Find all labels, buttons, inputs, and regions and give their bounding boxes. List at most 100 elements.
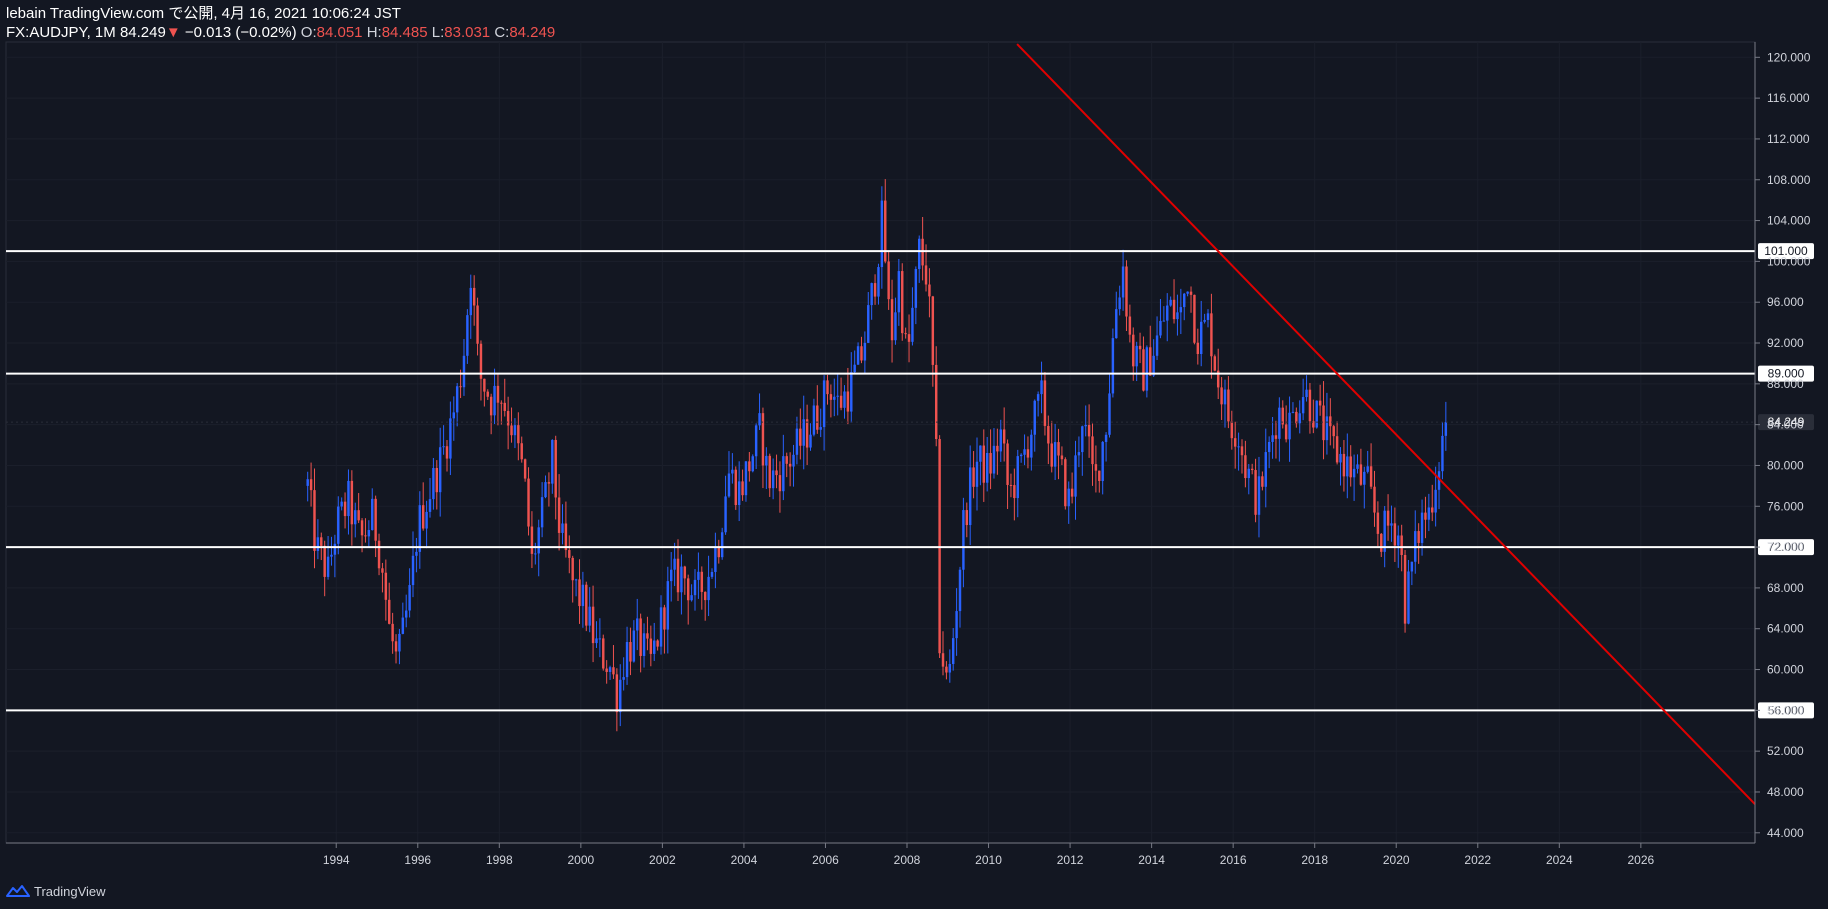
candle-body xyxy=(768,455,771,489)
candle-body xyxy=(337,506,340,544)
candle-body xyxy=(714,546,717,572)
candle-body xyxy=(1407,571,1410,624)
candle-body xyxy=(493,385,496,416)
x-tick-label: 2026 xyxy=(1627,853,1654,867)
y-tick-label: 60.000 xyxy=(1767,663,1804,677)
candle-body xyxy=(1189,291,1193,295)
candle-body xyxy=(941,653,945,667)
candle-body xyxy=(476,305,479,344)
descending-trendline[interactable] xyxy=(1016,43,1756,805)
candle-body xyxy=(887,261,890,300)
candle-body xyxy=(1431,507,1434,513)
candle-body xyxy=(1179,307,1183,313)
x-tick-label: 1998 xyxy=(486,853,513,867)
change-value: −0.013 (−0.02%) xyxy=(184,24,297,41)
candle-body xyxy=(523,459,527,479)
candle-body xyxy=(1145,347,1149,391)
x-tick-label: 2020 xyxy=(1383,853,1410,867)
candle-body xyxy=(445,446,449,459)
candle-body xyxy=(1176,312,1179,320)
candle-body xyxy=(1424,512,1427,520)
level-label: 89.000 xyxy=(1768,367,1805,381)
candle-body xyxy=(1091,436,1094,465)
y-tick-label: 108.000 xyxy=(1767,173,1811,187)
candle-body xyxy=(822,380,826,428)
y-tick-label: 68.000 xyxy=(1767,581,1804,595)
candle-body xyxy=(880,200,884,268)
candle-body xyxy=(1104,434,1108,442)
y-tick-label: 72.000 xyxy=(1767,540,1804,554)
y-tick-label: 48.000 xyxy=(1767,785,1804,799)
candle-body xyxy=(432,467,435,500)
y-tick-label: 88.000 xyxy=(1767,377,1804,391)
candle-body xyxy=(870,283,873,306)
candle-body xyxy=(394,641,398,652)
candle-body xyxy=(411,555,415,586)
candle-body xyxy=(1183,293,1186,308)
trendline-layer[interactable] xyxy=(1016,43,1756,805)
candle-body xyxy=(588,606,591,626)
candle-body xyxy=(765,455,768,466)
candle-body xyxy=(1267,441,1271,453)
candle-body xyxy=(826,380,829,395)
candle-body xyxy=(1128,316,1132,335)
candle-body xyxy=(816,405,819,430)
candle-body xyxy=(513,425,517,436)
candle-body xyxy=(1057,442,1060,456)
candle-body xyxy=(812,405,816,435)
candle-body xyxy=(1074,455,1077,497)
ohlc-row: FX:AUDJPY, 1M 84.249▼ −0.013 (−0.02%) O:… xyxy=(6,23,1746,42)
candle-body xyxy=(809,434,812,448)
candle-body xyxy=(999,429,1002,452)
candle-body xyxy=(1417,531,1420,543)
candle-body xyxy=(619,679,622,713)
candle-body xyxy=(1366,466,1369,472)
candle-body xyxy=(928,284,931,297)
candle-body xyxy=(581,584,585,607)
level-label: 101.000 xyxy=(1764,244,1808,258)
candle-body xyxy=(574,579,578,581)
candle-body xyxy=(727,473,731,497)
candle-body xyxy=(1373,486,1376,513)
candle-body xyxy=(1254,470,1257,515)
candle-body xyxy=(622,677,625,680)
open-label: O: xyxy=(300,24,317,41)
candle-body xyxy=(1030,434,1033,458)
candle-body xyxy=(1346,456,1349,477)
candle-body xyxy=(700,571,704,592)
candle-body xyxy=(557,497,561,533)
candle-body xyxy=(540,497,544,528)
candle-body xyxy=(860,346,863,361)
candle-body xyxy=(962,510,965,570)
candle-body xyxy=(1363,471,1366,485)
candle-body xyxy=(1376,512,1380,534)
candle-body xyxy=(1067,488,1070,507)
candle-body xyxy=(537,527,540,554)
candle-body xyxy=(710,571,714,577)
candle-body xyxy=(873,283,877,297)
y-tick-label: 116.000 xyxy=(1767,91,1810,105)
x-tick-label: 2002 xyxy=(649,853,676,867)
candle-body xyxy=(948,663,952,673)
candle-body xyxy=(343,501,347,517)
horizontal-levels[interactable]: 101.000 89.000 72.000 56.000 84.249 xyxy=(6,243,1814,719)
candle-body xyxy=(996,445,999,452)
candle-body xyxy=(1444,422,1448,436)
candle-body xyxy=(316,537,320,551)
candle-body xyxy=(1132,334,1135,367)
candle-body xyxy=(856,346,860,365)
candle-body xyxy=(585,584,588,626)
x-tick-label: 1994 xyxy=(323,853,350,867)
tradingview-brand: TradingView xyxy=(34,883,106,899)
y-tick-label: 80.000 xyxy=(1767,458,1804,472)
candle-body xyxy=(697,571,700,580)
y-tick-label: 112.000 xyxy=(1767,132,1810,146)
candle-body xyxy=(795,428,799,455)
candle-body xyxy=(506,410,510,426)
candle-body xyxy=(1386,510,1390,526)
candle-body xyxy=(931,296,935,365)
candle-body xyxy=(663,607,666,630)
candle-body xyxy=(1019,454,1023,457)
candle-body xyxy=(1077,452,1081,456)
